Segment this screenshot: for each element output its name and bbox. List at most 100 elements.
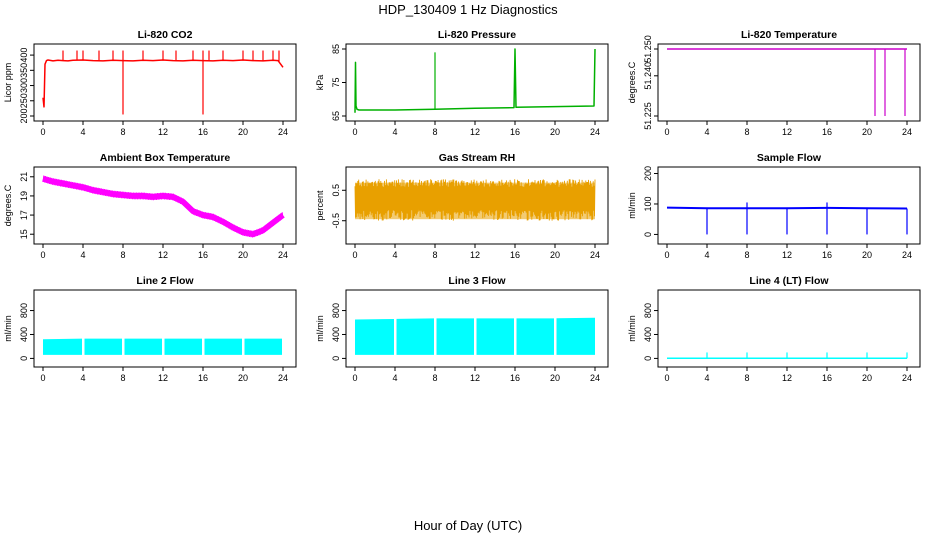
flow-band-segment (164, 338, 202, 355)
y-tick-label: 65 (331, 111, 341, 121)
x-tick-label: 0 (40, 373, 45, 383)
x-tick-label: 4 (392, 250, 397, 260)
y-axis-label: percent (315, 190, 325, 221)
chart-panel-4: Ambient Box Temperature 0 4 8 12 16 20 24 15 17 19… (3, 152, 297, 260)
chart-title: Li-820 Pressure (438, 29, 516, 41)
plot-frame (345, 289, 609, 368)
plot-frame (33, 289, 297, 368)
x-tick-label: 24 (590, 127, 600, 137)
y-tick-label: 0.5 (331, 184, 341, 197)
x-tick-label: 20 (238, 373, 248, 383)
series-line (354, 48, 596, 113)
x-tick-label: 0 (40, 127, 45, 137)
y-axis-label: kPa (315, 75, 325, 91)
x-tick-label: 8 (120, 373, 125, 383)
y-tick-label: 300 (19, 78, 29, 93)
x-tick-label: 4 (704, 250, 709, 260)
figure-title: HDP_130409 1 Hz Diagnostics (378, 2, 558, 17)
y-tick-label: 250 (19, 93, 29, 108)
x-tick-label: 20 (862, 127, 872, 137)
chart-panel-7: Line 2 Flow 0 4 8 12 16 20 24 0 400 800 ml/min (3, 275, 297, 383)
plot-frame (33, 43, 297, 122)
chart-panel-2: Li-820 Pressure 0 4 8 12 16 20 24 65 75 85 kPa (315, 29, 609, 137)
flow-band-segment (396, 318, 434, 355)
chart-title: Line 2 Flow (136, 275, 194, 287)
y-tick-label: 17 (19, 210, 29, 220)
x-tick-label: 24 (278, 373, 288, 383)
y-tick-label: 0 (643, 232, 653, 237)
x-tick-label: 4 (392, 373, 397, 383)
y-axis-label: degrees.C (627, 61, 637, 103)
x-tick-label: 4 (80, 250, 85, 260)
figure-x-axis-label: Hour of Day (UTC) (413, 518, 523, 533)
y-tick-label: 75 (331, 77, 341, 87)
y-tick-label: 51.250 (643, 35, 653, 63)
plot-frame (657, 166, 921, 245)
x-tick-label: 0 (664, 250, 669, 260)
x-tick-label: 8 (120, 250, 125, 260)
plot-frame (657, 43, 921, 122)
chart-title: Li-820 CO2 (138, 29, 193, 41)
x-tick-label: 24 (278, 127, 288, 137)
chart-panel-5: Gas Stream RH 0 4 8 12 16 20 24 -0.5 0.5 percent (315, 152, 609, 260)
x-tick-label: 8 (432, 250, 437, 260)
x-tick-label: 12 (158, 373, 168, 383)
y-tick-label: 0 (19, 356, 29, 361)
y-tick-label: 51.225 (643, 102, 653, 130)
x-tick-label: 12 (470, 127, 480, 137)
x-tick-label: 20 (238, 127, 248, 137)
chart-title: Line 3 Flow (448, 275, 506, 287)
x-tick-label: 12 (470, 250, 480, 260)
y-tick-label: 19 (19, 191, 29, 201)
x-tick-label: 20 (550, 127, 560, 137)
x-tick-label: 16 (822, 127, 832, 137)
y-tick-label: 350 (19, 63, 29, 78)
x-tick-label: 4 (704, 373, 709, 383)
plot-frame (657, 289, 921, 368)
x-tick-label: 8 (432, 127, 437, 137)
y-tick-label: 200 (19, 108, 29, 123)
y-axis-label: Licor ppm (3, 63, 13, 103)
y-tick-label: 85 (331, 44, 341, 54)
y-tick-label: 400 (331, 327, 341, 342)
flow-band-segment (43, 338, 82, 355)
chart-panel-6: Sample Flow 0 4 8 12 16 20 24 0 100 200 ml/min (627, 152, 921, 260)
y-tick-label: 800 (19, 303, 29, 318)
flow-band-segment (124, 338, 162, 355)
x-tick-label: 24 (278, 250, 288, 260)
x-tick-label: 12 (782, 250, 792, 260)
x-tick-label: 20 (238, 250, 248, 260)
y-tick-label: 400 (19, 327, 29, 342)
flow-band-segment (204, 338, 242, 355)
chart-title: Line 4 (LT) Flow (749, 275, 829, 287)
x-tick-label: 8 (744, 250, 749, 260)
chart-title: Li-820 Temperature (741, 29, 837, 41)
chart-panel-8: Line 3 Flow 0 4 8 12 16 20 24 0 400 800 ml/min (315, 275, 609, 383)
chart-panel-9: Line 4 (LT) Flow 0 4 8 12 16 20 24 0 400 800 ml/min (627, 275, 921, 383)
x-tick-label: 16 (822, 250, 832, 260)
x-tick-label: 8 (120, 127, 125, 137)
y-axis-label: ml/min (3, 315, 13, 342)
series-line (666, 206, 908, 210)
plot-frame (345, 166, 609, 245)
x-tick-label: 16 (198, 250, 208, 260)
chart-panel-3: Li-820 Temperature 0 4 8 12 16 20 24 51.225 51.24… (627, 29, 921, 137)
y-tick-label: 15 (19, 229, 29, 239)
x-tick-label: 24 (590, 373, 600, 383)
y-axis-label: degrees.C (3, 184, 13, 226)
y-tick-label: 800 (643, 303, 653, 318)
x-tick-label: 24 (902, 373, 912, 383)
x-tick-label: 12 (782, 127, 792, 137)
flow-band-segment (556, 317, 595, 355)
x-tick-label: 4 (704, 127, 709, 137)
x-tick-label: 4 (80, 127, 85, 137)
x-tick-label: 12 (158, 127, 168, 137)
x-tick-label: 0 (664, 127, 669, 137)
x-tick-label: 16 (510, 373, 520, 383)
x-tick-label: 24 (590, 250, 600, 260)
y-tick-label: 800 (331, 303, 341, 318)
flow-band-segment (244, 338, 282, 355)
x-tick-label: 16 (822, 373, 832, 383)
y-axis-label: ml/min (627, 315, 637, 342)
